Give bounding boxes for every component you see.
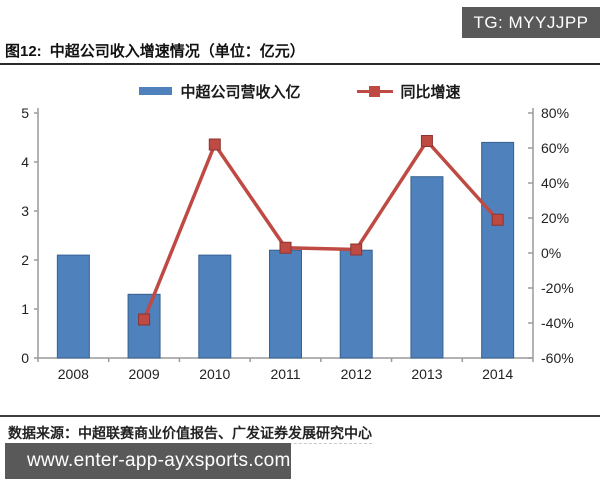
watermark-url-bar[interactable]: www.enter-app-ayxsports.com	[5, 443, 291, 479]
bar-2008	[56, 254, 90, 359]
growth-marker-2012	[350, 243, 363, 256]
figure-number-label: 图12:	[5, 43, 42, 60]
right-tick-label: 0%	[541, 245, 561, 261]
growth-line	[142, 138, 499, 321]
chart-legend: 中超公司营收入亿 同比增速	[0, 81, 600, 102]
figure-title-text: 中超公司收入增速情况（单位：亿元）	[49, 43, 305, 60]
right-tick-label: -40%	[541, 315, 574, 331]
combo-chart: 0 1 2 3 4 5 -60% -40% -20% 0% 20% 40% 60% 80% 2008 2009…	[21, 105, 574, 382]
data-source-text: 数据来源：中超联赛商业价值报告、广发证券发展研究中心	[8, 425, 372, 444]
x-axis-label-2009: 2009	[128, 366, 159, 382]
watermark-url-text: www.enter-app-ayxsports.com	[27, 450, 291, 471]
x-axis-label-2013: 2013	[411, 366, 442, 382]
right-tick-label: -20%	[541, 280, 574, 296]
line-series-swatch-icon	[356, 85, 393, 97]
bar-2014	[481, 141, 515, 359]
left-tick-label: 5	[21, 105, 29, 121]
growth-marker-2014	[491, 213, 504, 226]
bar-2011	[269, 249, 302, 359]
x-axis-label-2010: 2010	[199, 366, 230, 382]
x-axis-label-2008: 2008	[58, 366, 89, 382]
x-axis-label-2014: 2014	[482, 366, 513, 382]
bar-2010	[198, 254, 232, 359]
right-tick-label: 40%	[541, 175, 569, 191]
left-tick-label: 0	[21, 350, 29, 366]
x-axis-label-2011: 2011	[270, 366, 300, 382]
right-tick-label: -60%	[541, 350, 574, 366]
legend-label-revenue: 中超公司营收入亿	[180, 83, 301, 101]
growth-marker-2013	[420, 135, 433, 147]
x-axis-label-2012: 2012	[341, 366, 372, 382]
growth-marker-2009	[138, 313, 151, 326]
right-tick-label: 20%	[541, 210, 569, 226]
growth-marker-2010	[208, 138, 221, 151]
bar-series-swatch-icon	[139, 87, 173, 95]
legend-item-growth: 同比增速	[356, 81, 461, 102]
figure-title: 图12: 中超公司收入增速情况（单位：亿元）	[0, 40, 600, 65]
data-source-row: 数据来源：中超联赛商业价值报告、广发证券发展研究中心	[0, 415, 600, 444]
bar-2013	[410, 176, 444, 359]
left-tick-label: 2	[21, 252, 29, 268]
left-tick-label: 4	[21, 154, 29, 170]
growth-marker-2011	[279, 241, 292, 254]
bar-2012	[339, 249, 373, 359]
tg-watermark-badge: TG: MYYJJPP	[462, 7, 600, 38]
left-tick-label: 1	[21, 301, 29, 317]
legend-label-growth: 同比增速	[400, 83, 461, 101]
bar-2009	[127, 293, 161, 359]
left-tick-label: 3	[21, 203, 29, 219]
legend-item-revenue: 中超公司营收入亿	[139, 81, 301, 102]
right-tick-label: 80%	[541, 105, 569, 121]
right-tick-label: 60%	[541, 140, 569, 156]
